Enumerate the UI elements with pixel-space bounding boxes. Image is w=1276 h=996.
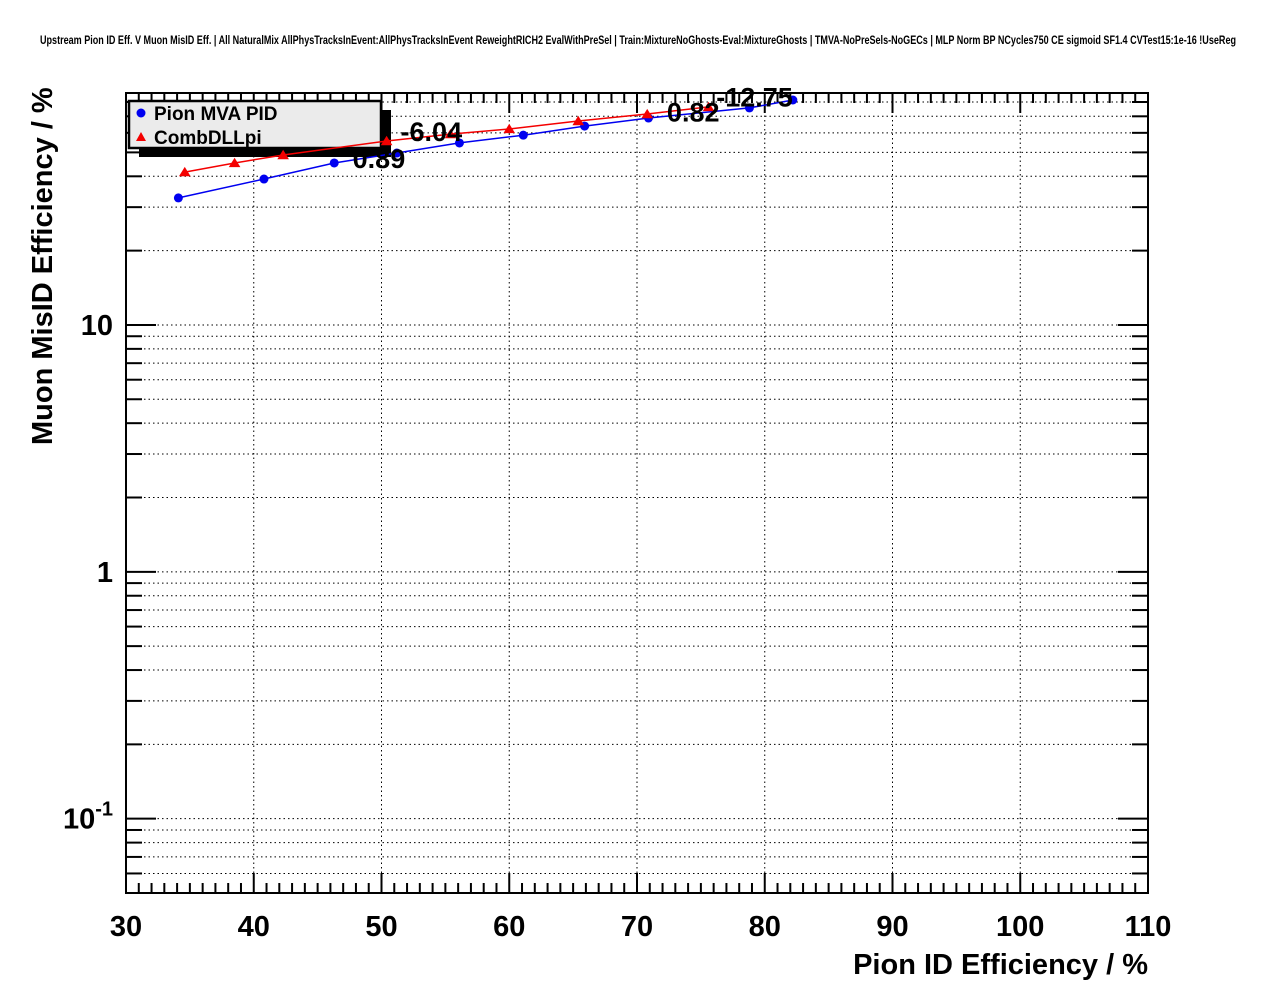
annotation-label: -12.75 [716, 82, 793, 112]
data-marker-triangle [572, 115, 585, 126]
data-marker-triangle [380, 135, 393, 146]
annotations-layer: 0.89-6.04 0.82-12.75 [353, 82, 793, 174]
x-tick-label: 110 [1125, 911, 1172, 943]
legend-item-label: CombDLLpi [154, 128, 262, 149]
data-marker-circle [454, 138, 464, 148]
y-tick-label: 10 [81, 310, 113, 342]
x-tick-label: 90 [876, 911, 908, 943]
x-tick-label: 80 [749, 911, 781, 943]
x-tick-label: 100 [996, 911, 1044, 943]
y-axis-title: Muon MisID Efficiency / % [27, 87, 59, 445]
annotation-label: -6.04 [401, 117, 463, 147]
x-tick-label: 30 [110, 911, 142, 943]
data-marker-circle [788, 95, 798, 105]
data-marker-triangle [228, 157, 241, 168]
data-marker-triangle [277, 149, 289, 160]
data-marker-circle [518, 130, 528, 140]
data-marker-triangle [702, 101, 715, 112]
data-marker-triangle [178, 166, 191, 177]
annotation-label: 0.82 [667, 98, 720, 128]
data-marker-circle [744, 103, 754, 113]
data-marker-circle [173, 193, 183, 203]
annotation-label: 0.89 [353, 144, 406, 174]
y-tick-label: 1 [97, 557, 113, 589]
series-layer [173, 95, 798, 203]
data-marker-triangle [503, 123, 516, 134]
grid-layer [126, 93, 1148, 893]
legend-box [127, 99, 383, 150]
data-marker-circle [259, 174, 269, 184]
legend: Pion MVA PID CombDLLpi [127, 99, 391, 157]
legend-item-label: Pion MVA PID [154, 104, 278, 125]
data-marker-circle [392, 148, 402, 158]
x-tick-label: 60 [493, 911, 525, 943]
y-tick-label: 10-1 [63, 799, 113, 836]
legend-marker-triangle [136, 132, 146, 141]
tick-labels-layer: 30 40 50 60 70 80 90 100 110 10 1 10-1 [63, 310, 1171, 943]
data-marker-triangle [444, 128, 457, 139]
data-marker-circle [329, 158, 339, 168]
series-line-pion-mva-pid [178, 99, 794, 199]
data-marker-triangle [641, 108, 654, 119]
x-tick-label: 50 [365, 911, 397, 943]
x-tick-label: 40 [238, 911, 270, 943]
x-axis-title: Pion ID Efficiency / % [853, 949, 1148, 981]
legend-marker-circle [136, 108, 146, 118]
x-tick-label: 70 [621, 911, 653, 943]
plot-title: Upstream Pion ID Eff. V Muon MisID Eff. … [40, 33, 1236, 47]
